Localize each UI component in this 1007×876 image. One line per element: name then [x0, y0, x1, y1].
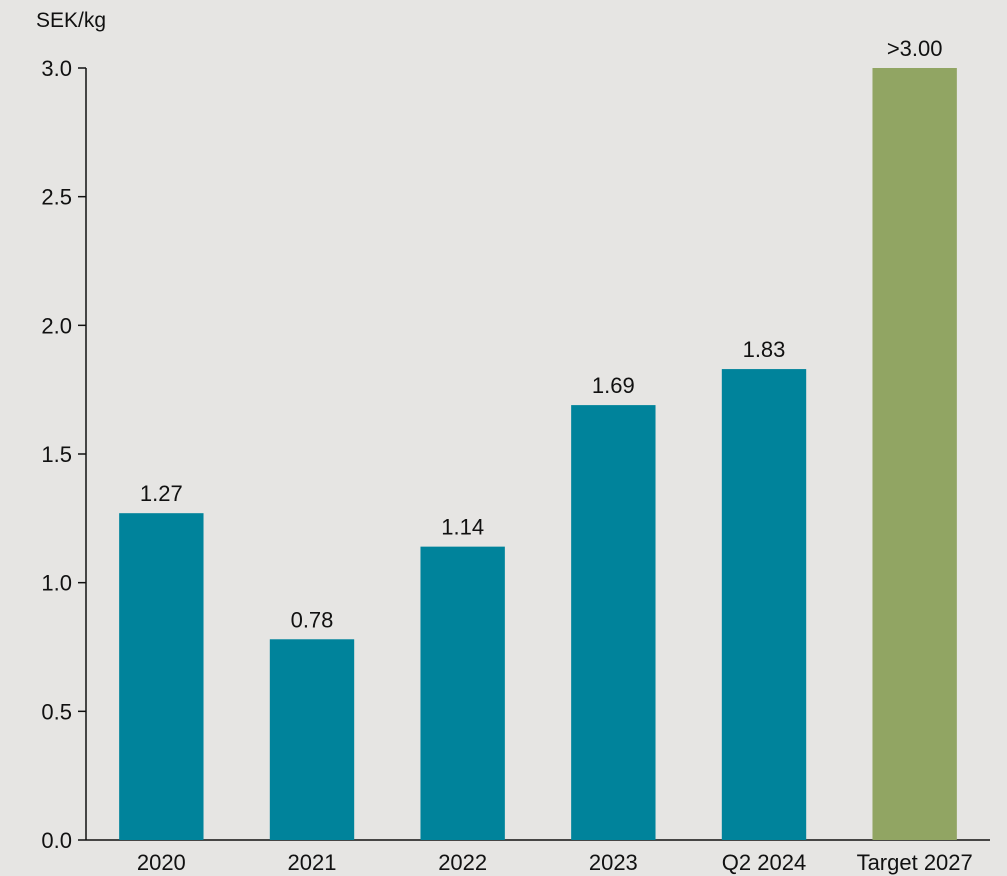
bar	[269, 639, 355, 840]
data-label: 1.14	[441, 515, 484, 540]
x-tick-label: Q2 2024	[722, 850, 806, 875]
data-labels: 1.27 0.78 1.14 1.69 1.83 >3.00	[140, 36, 943, 632]
data-label: 1.83	[743, 337, 786, 362]
y-tick-label: 2.5	[41, 185, 72, 210]
data-label: 0.78	[291, 607, 334, 632]
x-axis-ticks: 2020 2021 2022 2023 Q2 2024 Target 2027	[137, 850, 973, 875]
x-tick-label: 2023	[589, 850, 638, 875]
y-axis-ticks: 0.0 0.5 1.0 1.5 2.0 2.5 3.0	[41, 56, 86, 853]
x-tick-label: 2021	[288, 850, 337, 875]
data-label: 1.27	[140, 481, 183, 506]
bar	[721, 369, 807, 840]
x-tick-label: Target 2027	[857, 850, 973, 875]
bar	[571, 405, 656, 840]
y-tick-label: 0.0	[41, 828, 72, 853]
axes	[85, 68, 990, 841]
bar	[420, 546, 505, 840]
x-tick-label: 2020	[137, 850, 186, 875]
y-tick-label: 2.0	[41, 313, 72, 338]
data-label: 1.69	[592, 373, 635, 398]
y-axis-unit-label: SEK/kg	[36, 9, 106, 32]
x-tick-label: 2022	[438, 850, 487, 875]
y-tick-label: 1.0	[41, 571, 72, 596]
y-tick-label: 0.5	[41, 699, 72, 724]
bars	[119, 68, 957, 840]
bar	[119, 513, 204, 840]
y-tick-label: 1.5	[41, 442, 72, 467]
data-label: >3.00	[887, 36, 943, 61]
bar	[872, 68, 957, 840]
y-tick-label: 3.0	[41, 56, 72, 81]
